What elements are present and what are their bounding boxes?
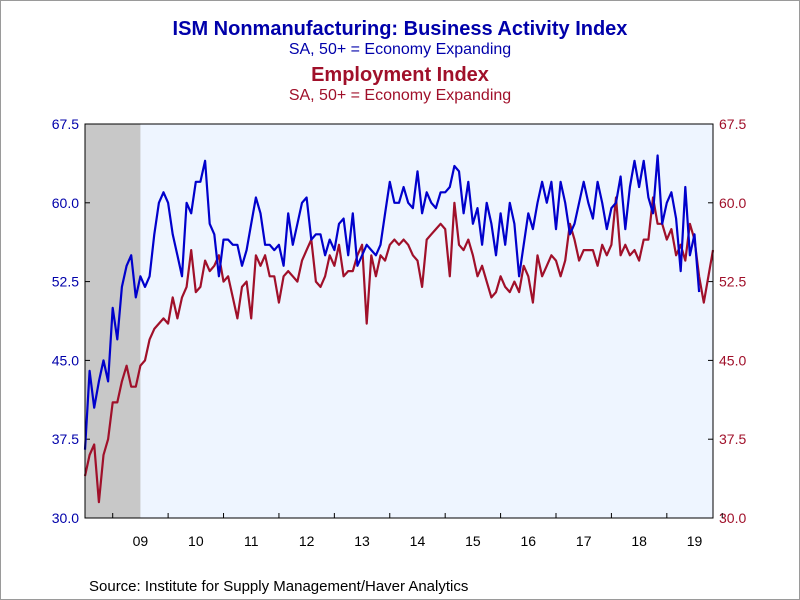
y-tick-label-left: 60.0 xyxy=(52,195,79,211)
y-tick-label-left: 30.0 xyxy=(52,510,79,526)
y-tick-label-right: 37.5 xyxy=(719,431,746,447)
y-tick-label-left: 45.0 xyxy=(52,352,79,368)
x-tick-label: 11 xyxy=(244,533,259,549)
x-tick-label: 09 xyxy=(133,533,149,549)
y-tick-label-left: 37.5 xyxy=(52,431,79,447)
y-tick-label-left: 52.5 xyxy=(52,274,79,290)
x-tick-label: 17 xyxy=(576,533,592,549)
chart-subtitle-employment: SA, 50+ = Economy Expanding xyxy=(288,87,512,104)
x-tick-label: 16 xyxy=(521,533,537,549)
x-tick-label: 12 xyxy=(299,533,315,549)
chart-subtitle: SA, 50+ = Economy Expanding xyxy=(288,41,512,58)
x-tick-label: 13 xyxy=(354,533,370,549)
y-tick-label-right: 52.5 xyxy=(719,274,746,290)
x-tick-label: 18 xyxy=(631,533,647,549)
y-tick-label-left: 67.5 xyxy=(52,116,79,132)
source-note: Source: Institute for Supply Management/… xyxy=(89,578,469,595)
y-tick-label-right: 67.5 xyxy=(719,116,746,132)
chart-title-employment: Employment Index xyxy=(311,64,489,86)
x-tick-label: 10 xyxy=(188,533,204,549)
plot-area xyxy=(85,124,713,518)
plot-border xyxy=(84,123,714,519)
x-tick-label: 14 xyxy=(410,533,426,549)
chart-title: ISM Nonmanufacturing: Business Activity … xyxy=(172,18,628,40)
y-tick-label-right: 60.0 xyxy=(719,195,746,211)
x-tick-label: 19 xyxy=(687,533,703,549)
y-tick-label-right: 30.0 xyxy=(719,510,746,526)
business-activity-line xyxy=(83,154,701,450)
employment-line xyxy=(83,196,715,504)
y-tick-label-right: 45.0 xyxy=(719,352,746,368)
x-tick-label: 15 xyxy=(465,533,481,549)
